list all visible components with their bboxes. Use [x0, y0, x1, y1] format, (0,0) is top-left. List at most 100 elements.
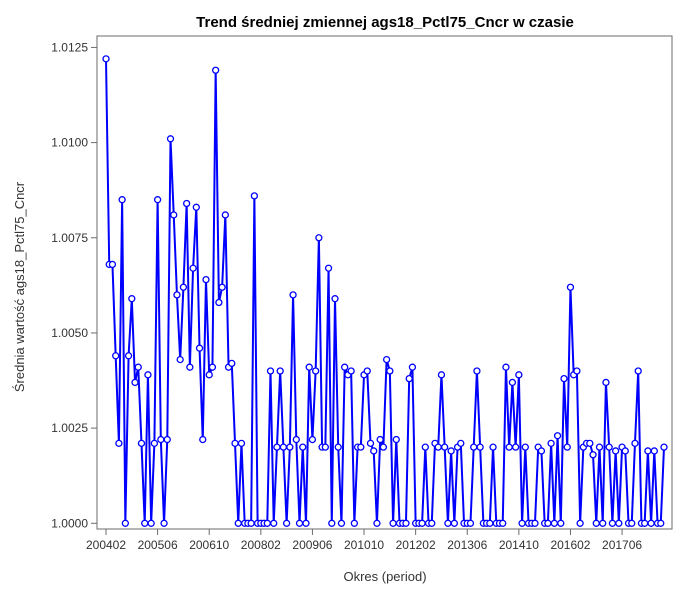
data-point: [292, 435, 300, 444]
data-point: [537, 447, 546, 455]
data-point: [366, 439, 375, 447]
data-point: [250, 192, 259, 200]
data-point: [563, 443, 571, 451]
data-point: [141, 519, 149, 527]
x-axis: 200402 200506 200610 200802 200906 201010 2012…: [86, 529, 642, 552]
data-point: [247, 519, 255, 527]
data-point: [237, 439, 246, 447]
data-point: [350, 519, 359, 527]
data-point: [205, 371, 213, 379]
data-point: [392, 435, 400, 444]
data-point: [228, 359, 236, 368]
data-point: [560, 374, 568, 383]
x-tick-label: 200906: [292, 538, 332, 552]
y-axis-label: Średnia wartość ags18_Pctl75_Cncr: [12, 181, 27, 392]
data-point: [170, 211, 178, 219]
x-tick-label: 201010: [344, 538, 384, 552]
data-point: [586, 439, 594, 447]
data-point: [447, 447, 455, 455]
data-point: [373, 519, 381, 527]
data-point: [605, 443, 613, 451]
data-point: [457, 439, 465, 447]
data-point: [466, 519, 475, 527]
data-point: [650, 447, 658, 455]
data-point: [347, 367, 355, 375]
data-point: [428, 519, 436, 527]
data-point: [173, 291, 181, 299]
data-point: [134, 363, 142, 371]
x-tick-label: 200610: [189, 538, 229, 552]
x-tick-label: 201706: [602, 538, 642, 552]
data-point: [189, 264, 197, 272]
data-point: [437, 371, 446, 379]
data-point: [302, 519, 310, 527]
data-point: [566, 283, 575, 291]
data-point: [602, 378, 610, 387]
data-point: [308, 435, 317, 444]
data-point: [270, 519, 278, 527]
data-point: [282, 519, 291, 527]
data-point: [299, 443, 307, 451]
data-point: [160, 519, 168, 527]
data-point: [589, 451, 597, 459]
data-point: [179, 283, 188, 291]
data-point: [324, 264, 333, 272]
data-point: [295, 519, 304, 527]
data-point: [576, 519, 584, 527]
data-point: [450, 519, 459, 527]
data-point: [334, 443, 342, 451]
y-tick-label: 1.0100: [51, 136, 88, 150]
data-point: [363, 367, 371, 375]
x-tick-label: 201602: [550, 538, 590, 552]
data-point: [547, 439, 555, 447]
data-point: [108, 260, 117, 269]
data-point: [502, 363, 510, 371]
data-point: [511, 443, 520, 451]
data-point: [441, 443, 449, 451]
data-point: [144, 371, 152, 379]
data-point: [621, 447, 629, 455]
data-point: [553, 432, 562, 440]
data-point: [212, 66, 220, 74]
data-point: [115, 439, 123, 447]
data-point: [221, 211, 229, 219]
data-point: [273, 443, 281, 451]
data-point: [102, 55, 110, 63]
data-point: [234, 519, 242, 527]
x-tick-label: 201306: [447, 538, 487, 552]
chart-title: Trend średniej zmiennej ags18_Pctl75_Cnc…: [196, 14, 574, 31]
data-point: [192, 203, 200, 211]
data-point: [199, 435, 207, 444]
data-point: [647, 519, 655, 527]
data-point: [118, 196, 126, 204]
data-point: [137, 439, 146, 447]
x-tick-label: 200402: [86, 538, 126, 552]
x-tick-label: 201202: [396, 538, 436, 552]
data-point: [473, 367, 481, 375]
data-point: [112, 352, 120, 360]
data-point: [215, 298, 223, 307]
data-point: [550, 519, 558, 527]
data-point: [611, 447, 620, 455]
data-point: [276, 367, 284, 375]
data-point: [505, 443, 513, 451]
data-point: [515, 371, 523, 379]
data-point: [128, 295, 136, 303]
data-point: [631, 439, 639, 447]
data-point: [518, 519, 526, 527]
data-point: [379, 443, 388, 451]
data-point: [405, 374, 413, 383]
x-tick-label: 201410: [499, 538, 539, 552]
data-point: [557, 519, 565, 527]
y-tick-label: 1.0050: [51, 326, 88, 340]
data-point: [657, 519, 665, 527]
data-point: [615, 519, 623, 527]
data-point: [166, 135, 175, 143]
y-tick-label: 1.0075: [51, 231, 88, 245]
y-tick-label: 1.0000: [51, 516, 88, 530]
data-point: [150, 439, 159, 447]
x-tick-label: 200506: [138, 538, 178, 552]
data-point: [163, 435, 171, 444]
